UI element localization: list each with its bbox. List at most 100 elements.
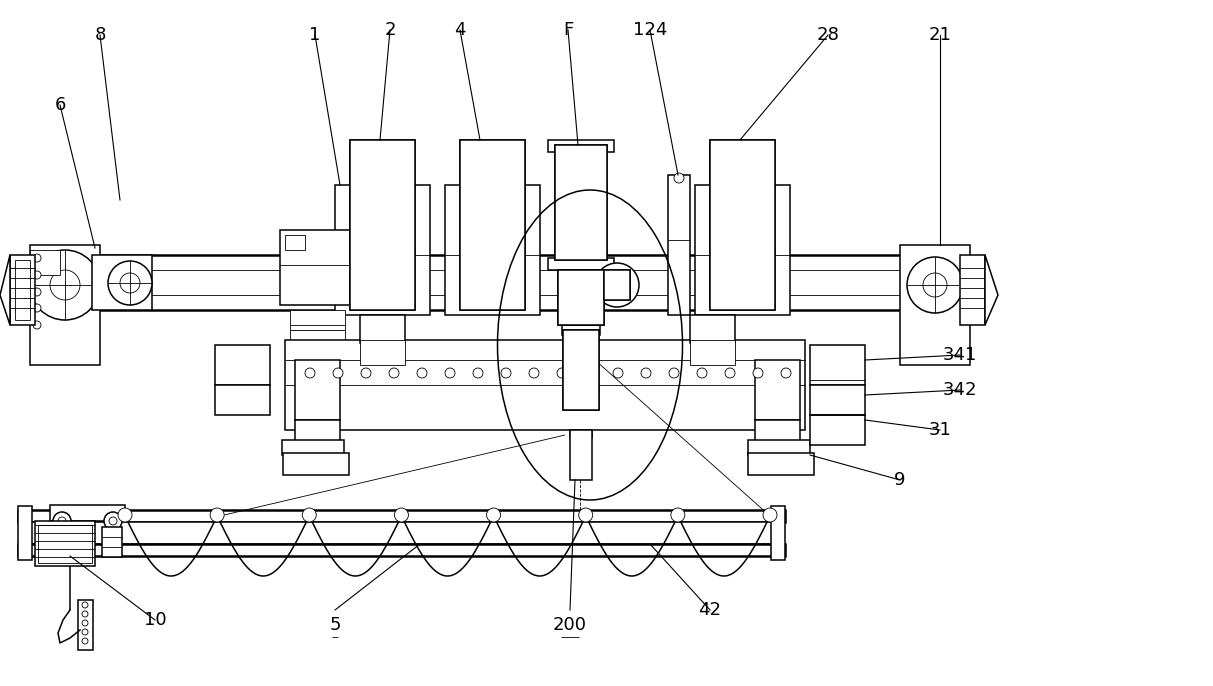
Bar (290, 330, 344, 360)
Bar (18, 510, 785, 522)
Bar (50, 505, 125, 521)
Text: 4: 4 (454, 21, 466, 39)
Bar (295, 360, 340, 420)
Bar (548, 140, 614, 152)
Circle shape (585, 368, 596, 378)
Circle shape (58, 517, 66, 525)
Bar (570, 430, 592, 480)
Circle shape (108, 261, 152, 305)
Circle shape (82, 611, 89, 617)
Bar (810, 345, 865, 385)
Circle shape (30, 250, 99, 320)
Circle shape (82, 629, 89, 635)
Bar (563, 330, 599, 410)
Bar (10, 255, 35, 325)
Circle shape (33, 254, 41, 262)
Text: 31: 31 (929, 421, 951, 439)
Text: 200: 200 (553, 616, 587, 634)
Bar (575, 470, 587, 478)
Bar (576, 450, 586, 458)
Bar (748, 440, 810, 455)
Bar (30, 245, 99, 365)
Text: 8: 8 (95, 26, 106, 44)
Bar (283, 453, 349, 475)
Circle shape (575, 422, 587, 434)
Text: F: F (563, 21, 573, 39)
Bar (25, 522, 778, 544)
Bar (215, 345, 270, 385)
Circle shape (82, 602, 89, 608)
Circle shape (923, 273, 947, 297)
Bar (295, 420, 340, 445)
Circle shape (53, 512, 72, 530)
Text: 42: 42 (699, 601, 722, 619)
Circle shape (529, 368, 539, 378)
Bar (285, 340, 805, 430)
Text: 28: 28 (816, 26, 839, 44)
Circle shape (697, 368, 707, 378)
Circle shape (671, 508, 685, 522)
Circle shape (613, 368, 623, 378)
Bar (690, 315, 735, 343)
Circle shape (606, 275, 627, 295)
Bar (18, 544, 785, 556)
Bar (15, 260, 30, 320)
Bar (558, 270, 604, 325)
Text: 1: 1 (309, 26, 320, 44)
Text: 124: 124 (633, 21, 667, 39)
Text: 9: 9 (894, 471, 906, 489)
Bar (771, 506, 785, 560)
Bar (30, 250, 59, 275)
Bar (754, 420, 801, 445)
Circle shape (596, 263, 639, 307)
Bar (604, 270, 630, 300)
Polygon shape (985, 255, 998, 325)
Circle shape (394, 508, 409, 522)
Bar (102, 527, 123, 557)
Bar (690, 340, 735, 365)
Bar (574, 438, 588, 450)
Circle shape (445, 368, 455, 378)
Bar (562, 410, 600, 420)
Circle shape (120, 273, 139, 293)
Circle shape (640, 368, 651, 378)
Circle shape (302, 508, 317, 522)
Circle shape (334, 368, 343, 378)
Circle shape (104, 512, 123, 530)
Text: 342: 342 (943, 381, 978, 399)
Bar (570, 418, 592, 438)
Bar (748, 453, 814, 475)
Bar (548, 258, 614, 270)
Bar (38, 525, 92, 563)
Circle shape (486, 508, 501, 522)
Text: 10: 10 (143, 611, 166, 629)
Polygon shape (0, 255, 10, 325)
Circle shape (781, 368, 791, 378)
Circle shape (33, 271, 41, 279)
Text: 2: 2 (385, 21, 395, 39)
Bar (959, 255, 985, 325)
Bar (563, 330, 599, 410)
Bar (35, 521, 95, 566)
Bar (351, 140, 415, 310)
Bar (558, 270, 604, 325)
Bar (900, 245, 970, 365)
Circle shape (304, 368, 315, 378)
Circle shape (753, 368, 763, 378)
Bar (460, 140, 525, 310)
Bar (92, 255, 152, 310)
Circle shape (670, 368, 679, 378)
Bar (360, 340, 405, 365)
Bar (754, 360, 801, 420)
Bar (360, 315, 405, 343)
Text: 5: 5 (329, 616, 341, 634)
Bar (90, 255, 959, 310)
Circle shape (725, 368, 735, 378)
Circle shape (763, 508, 778, 522)
Bar (710, 140, 775, 310)
Bar (573, 325, 590, 415)
Circle shape (33, 288, 41, 296)
Circle shape (210, 508, 224, 522)
Circle shape (907, 257, 963, 313)
Bar (335, 185, 429, 315)
